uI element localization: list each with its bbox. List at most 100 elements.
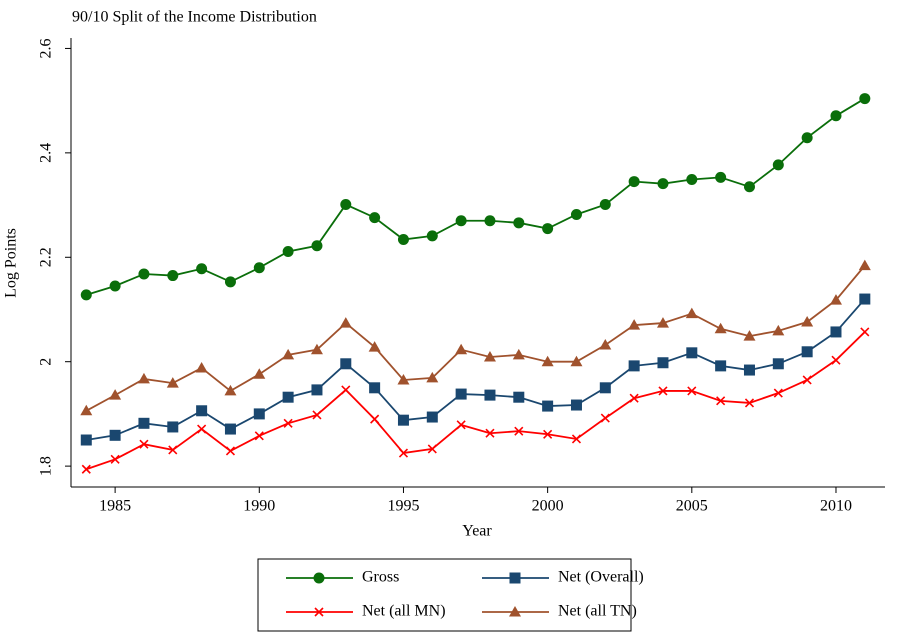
marker <box>743 364 755 376</box>
marker <box>599 382 611 394</box>
marker <box>513 391 525 403</box>
marker <box>628 319 641 330</box>
marker <box>802 375 812 385</box>
marker <box>772 159 784 171</box>
legend-marker <box>313 572 325 584</box>
marker <box>282 348 295 360</box>
marker <box>455 215 467 227</box>
marker <box>310 343 323 355</box>
marker <box>772 358 784 370</box>
x-tick-label: 1985 <box>99 498 131 515</box>
marker <box>483 350 496 362</box>
marker <box>253 368 266 379</box>
marker <box>599 338 612 350</box>
series-line <box>85 331 866 471</box>
marker <box>340 199 352 211</box>
marker <box>541 355 554 367</box>
x-tick-label: 2010 <box>820 498 852 515</box>
marker <box>427 444 437 454</box>
marker <box>109 280 121 292</box>
marker <box>225 446 236 456</box>
marker <box>197 424 207 434</box>
marker <box>311 240 323 252</box>
marker <box>398 448 409 458</box>
marker <box>397 414 409 426</box>
marker <box>110 454 120 464</box>
legend-marker <box>314 607 324 617</box>
marker <box>514 426 524 436</box>
marker <box>570 355 583 367</box>
marker <box>254 431 264 441</box>
marker <box>139 439 149 449</box>
marker <box>311 384 323 396</box>
marker <box>542 400 554 412</box>
marker <box>138 268 150 280</box>
marker <box>370 414 380 424</box>
marker <box>253 262 265 274</box>
marker <box>830 326 842 338</box>
marker <box>484 215 496 227</box>
marker <box>744 398 755 408</box>
marker <box>513 217 525 229</box>
x-tick-label: 1990 <box>243 498 275 515</box>
marker <box>369 212 381 224</box>
y-tick-label: 2.2 <box>38 247 55 267</box>
marker <box>369 382 381 394</box>
marker <box>426 371 439 383</box>
marker <box>743 181 755 193</box>
marker <box>658 386 668 396</box>
marker <box>772 324 785 336</box>
marker <box>80 289 92 301</box>
marker <box>166 377 179 388</box>
marker <box>456 420 466 430</box>
marker <box>686 173 698 185</box>
marker <box>715 360 727 372</box>
marker <box>340 358 352 370</box>
legend-label: Net (Overall) <box>558 569 644 586</box>
marker <box>629 393 639 403</box>
marker <box>283 418 293 428</box>
y-tick-label: 1.8 <box>38 456 55 476</box>
marker <box>426 411 438 423</box>
marker <box>801 132 813 144</box>
legend-label: Net (all MN) <box>362 603 446 620</box>
marker <box>686 347 698 359</box>
marker <box>685 307 698 319</box>
x-axis-label: Year <box>462 523 492 540</box>
marker <box>860 327 870 337</box>
marker <box>253 408 265 420</box>
marker <box>743 330 756 341</box>
marker <box>715 171 727 183</box>
x-tick-label: 2000 <box>532 498 564 515</box>
marker <box>657 357 669 369</box>
marker <box>196 263 208 275</box>
marker <box>773 388 783 398</box>
marker <box>196 405 208 417</box>
marker <box>397 234 409 246</box>
y-tick-label: 2.6 <box>38 38 55 58</box>
marker <box>543 429 553 439</box>
marker <box>716 396 726 406</box>
marker <box>168 445 178 455</box>
chart-title: 90/10 Split of the Income Distribution <box>72 9 317 26</box>
marker <box>801 346 813 358</box>
marker <box>195 361 208 373</box>
marker <box>829 294 842 305</box>
marker <box>512 348 525 360</box>
marker <box>599 199 611 211</box>
marker <box>831 355 841 365</box>
marker <box>714 322 727 334</box>
marker <box>167 270 179 282</box>
marker <box>571 434 582 444</box>
marker <box>484 389 496 401</box>
marker <box>455 343 468 355</box>
marker <box>628 360 640 372</box>
marker <box>455 388 467 400</box>
x-tick-label: 2005 <box>676 498 708 515</box>
legend-label: Net (all TN) <box>558 603 637 620</box>
marker <box>339 317 352 328</box>
marker <box>81 464 91 474</box>
marker <box>628 176 640 188</box>
marker <box>570 208 582 220</box>
